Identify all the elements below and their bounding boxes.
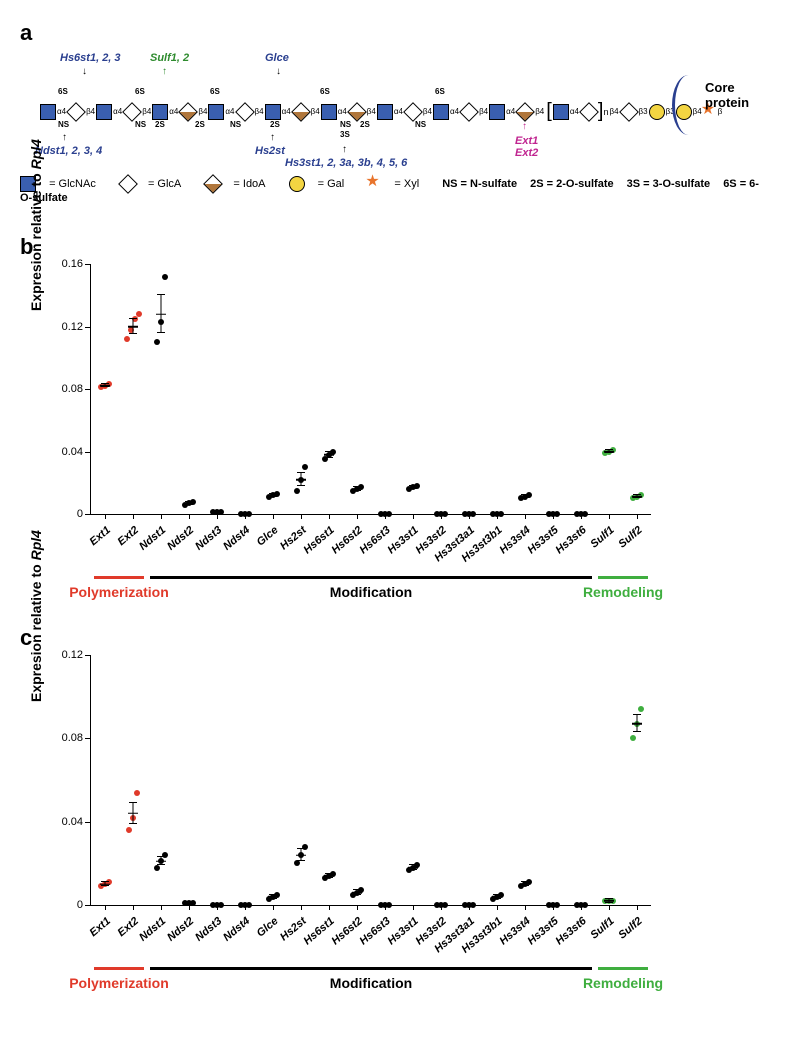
enzyme-sulf: Sulf1, 2 xyxy=(150,52,189,64)
gene-label: Hs6st3 xyxy=(357,524,392,556)
gene-label: Hs3st5 xyxy=(525,915,560,947)
category-bar xyxy=(150,967,592,970)
category-bar xyxy=(598,967,648,970)
enzyme-ndst: Ndst1, 2, 3, 4 xyxy=(35,145,102,157)
data-point xyxy=(630,735,636,741)
panel-c-label: c xyxy=(20,625,765,651)
gene-label: Sulf2 xyxy=(616,915,644,941)
category-bar xyxy=(94,967,144,970)
panel-c: c Expresion relative to Rpl4 00.040.080.… xyxy=(20,625,765,906)
gene-label: Hs3st4 xyxy=(497,524,532,556)
gene-label: Sulf2 xyxy=(616,524,644,550)
gene-label: Hs3st1 xyxy=(385,524,420,556)
gene-label: Hs3st6 xyxy=(553,915,588,947)
panel-a: a Hs6st1, 2, 3 Sulf1, 2 Glce ↓ ↑ ↓ 6S 6S… xyxy=(20,20,765,204)
data-point xyxy=(302,464,308,470)
category-bar xyxy=(94,576,144,579)
ytick-label: 0.16 xyxy=(62,258,83,270)
enzyme-hs6st: Hs6st1, 2, 3 xyxy=(60,52,121,64)
ytick-label: 0.04 xyxy=(62,446,83,458)
data-point xyxy=(302,844,308,850)
glycan-diagram: Hs6st1, 2, 3 Sulf1, 2 Glce ↓ ↑ ↓ 6S 6S 6… xyxy=(20,50,765,170)
data-point xyxy=(162,274,168,280)
ytick-label: 0.08 xyxy=(62,383,83,395)
panel-a-label: a xyxy=(20,20,765,46)
gene-label: Ndst1 xyxy=(138,524,169,553)
category-bar xyxy=(598,576,648,579)
data-point xyxy=(134,790,140,796)
enzyme-glce: Glce xyxy=(265,52,289,64)
gene-label: Hs3st5 xyxy=(525,524,560,556)
data-point xyxy=(638,706,644,712)
gene-label: Ext2 xyxy=(115,915,141,939)
gene-label: Ndst2 xyxy=(166,915,197,944)
gene-label: Ndst4 xyxy=(222,915,253,944)
data-point xyxy=(124,336,130,342)
data-point xyxy=(294,488,300,494)
category-label: Polymerization xyxy=(69,584,169,600)
gene-label: Hs6st3 xyxy=(357,915,392,947)
data-point xyxy=(136,311,142,317)
ytick-label: 0 xyxy=(77,508,83,520)
category-label: Modification xyxy=(330,584,412,600)
gene-label: Sulf1 xyxy=(588,915,616,941)
gene-label: Ndst2 xyxy=(166,524,197,553)
chart-b-ylabel: Expresion relative to Rpl4 xyxy=(28,139,44,311)
chart-c-ylabel: Expresion relative to Rpl4 xyxy=(28,530,44,702)
gene-label: Ext1 xyxy=(87,915,113,939)
category-label: Remodeling xyxy=(583,584,663,600)
category-bar xyxy=(150,576,592,579)
gene-label: Hs6st1 xyxy=(301,915,336,947)
chart-b: Expresion relative to Rpl4 00.040.080.12… xyxy=(90,264,651,515)
enzyme-hs3st: Hs3st1, 2, 3a, 3b, 4, 5, 6 xyxy=(285,157,407,169)
gene-label: Ndst3 xyxy=(194,524,225,553)
ytick-label: 0.12 xyxy=(62,321,83,333)
panel-b: b Expresion relative to Rpl4 00.040.080.… xyxy=(20,234,765,515)
gene-label: Glce xyxy=(255,915,281,940)
ytick-label: 0 xyxy=(77,899,83,911)
gene-label: Hs6st2 xyxy=(329,915,364,947)
panel-b-label: b xyxy=(20,234,765,260)
gene-label: Glce xyxy=(255,524,281,549)
category-label: Polymerization xyxy=(69,975,169,991)
gene-label: Ext2 xyxy=(115,524,141,548)
chart-c: Expresion relative to Rpl4 00.040.080.12… xyxy=(90,655,651,906)
data-point xyxy=(126,827,132,833)
gene-label: Hs6st1 xyxy=(301,524,336,556)
core-protein-label: Core protein xyxy=(705,80,755,110)
ytick-label: 0.12 xyxy=(62,649,83,661)
gene-label: Hs6st2 xyxy=(329,524,364,556)
core-protein-curve xyxy=(672,75,705,135)
ytick-label: 0.08 xyxy=(62,732,83,744)
gene-label: Sulf1 xyxy=(588,524,616,550)
gene-label: Hs3st4 xyxy=(497,915,532,947)
gene-label: Ndst4 xyxy=(222,524,253,553)
gene-label: Ext1 xyxy=(87,524,113,548)
gene-label: Ndst1 xyxy=(138,915,169,944)
enzyme-hs2st: Hs2st xyxy=(255,145,285,157)
enzyme-ext: Ext1 Ext2 xyxy=(515,135,538,159)
gene-label: Hs3st6 xyxy=(553,524,588,556)
data-point xyxy=(154,339,160,345)
data-point xyxy=(162,852,168,858)
gene-label: Ndst3 xyxy=(194,915,225,944)
category-label: Remodeling xyxy=(583,975,663,991)
gene-label: Hs3st1 xyxy=(385,915,420,947)
panel-a-legend: = GlcNAc = GlcA = IdoA = Gal = Xyl NS = … xyxy=(20,176,765,204)
ytick-label: 0.04 xyxy=(62,816,83,828)
category-label: Modification xyxy=(330,975,412,991)
